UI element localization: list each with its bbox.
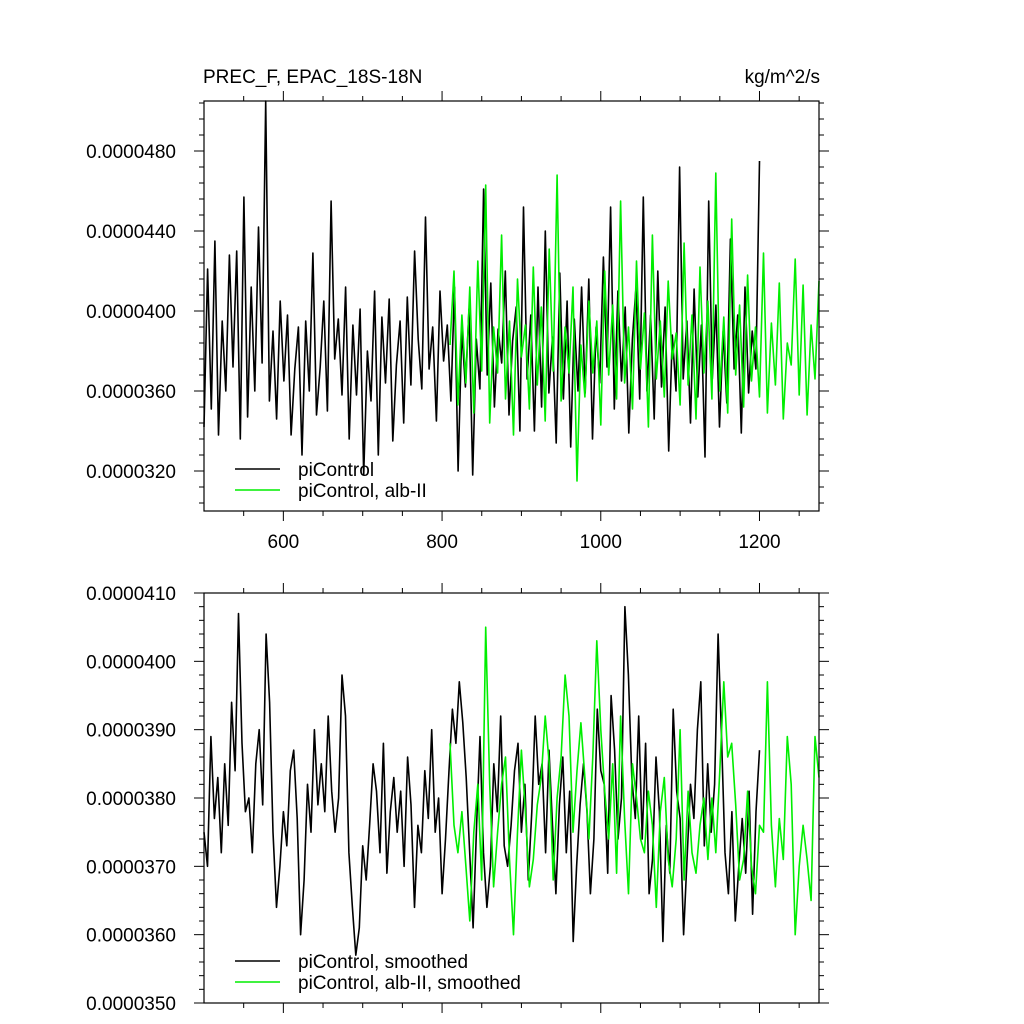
y-tick-label: 0.0000400 <box>86 302 176 323</box>
legend-label: piControl, smoothed <box>298 952 468 973</box>
chart-title: PREC_F, EPAC_18S-18N <box>203 67 422 88</box>
series-line-alb-ii <box>449 172 820 482</box>
x-tick-label: 1200 <box>738 532 780 553</box>
series-line-picontrol <box>203 605 761 957</box>
y-tick-label: 0.0000360 <box>86 382 176 403</box>
x-tick-label: 1000 <box>580 532 622 553</box>
y-tick-label: 0.0000370 <box>86 857 176 878</box>
top-panel: PREC_F, EPAC_18S-18N kg/m^2/s 600 800 1000… <box>86 67 829 553</box>
legend-label: piControl, alb-II <box>298 481 427 502</box>
y-tick-label: 0.0000320 <box>86 462 176 483</box>
x-tick-label: 600 <box>268 532 300 553</box>
plot-frame <box>203 100 820 512</box>
y-tick-label: 0.0000480 <box>86 142 176 163</box>
series-line-picontrol <box>203 100 761 476</box>
y-tick-label: 0.0000390 <box>86 721 176 742</box>
plot-frame <box>203 592 820 1004</box>
y-tick-label: 0.0000360 <box>86 926 176 947</box>
y-tick-label: 0.0000440 <box>86 222 176 243</box>
bottom-panel: 0.0000350 0.0000360 0.0000370 0.0000380 0.00… <box>86 583 829 1015</box>
units-label: kg/m^2/s <box>745 67 820 88</box>
series-line-alb-ii <box>449 626 820 936</box>
y-tick-label: 0.0000400 <box>86 652 176 673</box>
legend-label: piControl, alb-II, smoothed <box>298 973 521 994</box>
y-tick-label: 0.0000410 <box>86 584 176 605</box>
x-tick-label: 800 <box>426 532 458 553</box>
legend-label: piControl <box>298 460 374 481</box>
y-tick-label: 0.0000380 <box>86 789 176 810</box>
y-tick-label: 0.0000350 <box>86 994 176 1015</box>
